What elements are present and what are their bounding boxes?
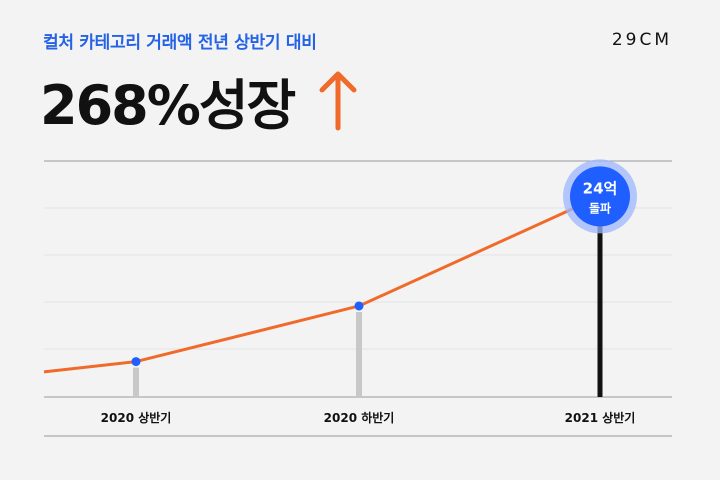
series-line <box>43 195 601 374</box>
arrow-up-icon <box>319 71 357 131</box>
data-point-1 <box>131 357 141 367</box>
headline: 268%성장 <box>40 62 360 138</box>
x-tick-label-2: 2020 하반기 <box>324 410 395 425</box>
x-tick-label-3: 2021 상반기 <box>565 410 636 425</box>
x-tick-label-1: 2020 상반기 <box>101 410 172 425</box>
chart-subtitle: 컬처 카테고리 거래액 전년 상반기 대비 <box>43 33 317 53</box>
callout-badge <box>570 166 630 227</box>
data-point-2 <box>354 301 364 311</box>
callout-caption: 돌파 <box>589 200 611 215</box>
brand-logo: 29CM <box>611 30 672 50</box>
growth-headline: 268%성장 <box>40 73 296 137</box>
callout-value: 24억 <box>583 179 618 197</box>
